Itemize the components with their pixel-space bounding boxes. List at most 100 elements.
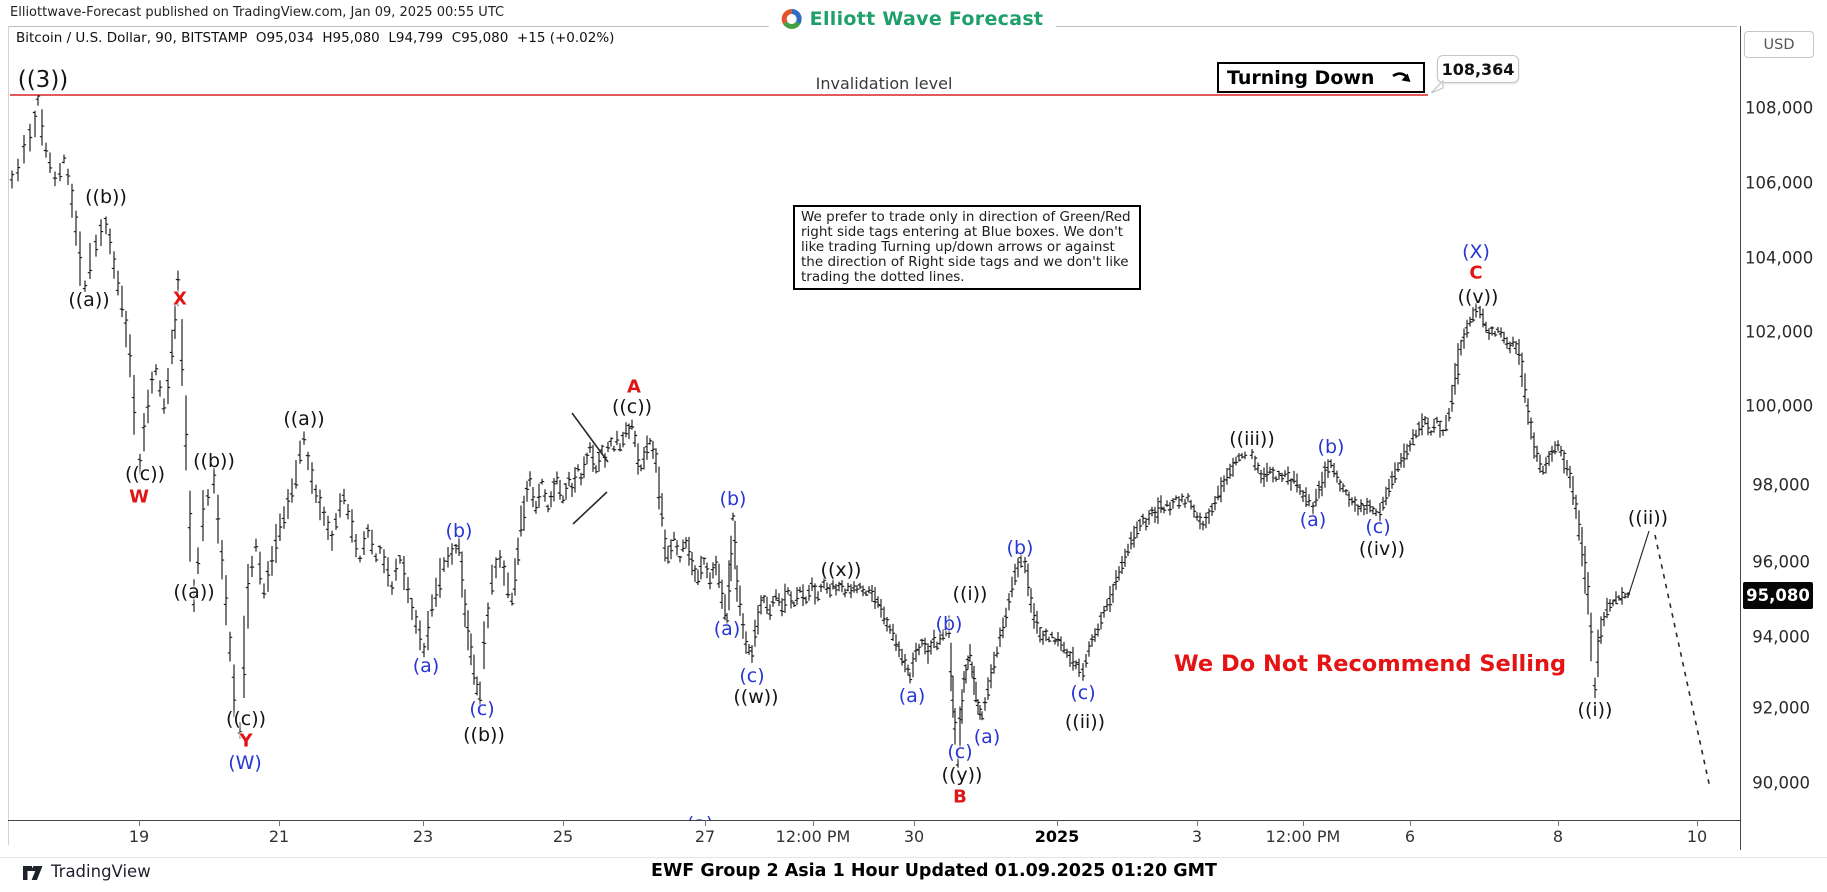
wave-label: ((a)) [173,581,215,603]
time-tick-label: 10 [1686,827,1708,846]
price-tick-label: 98,000 [1752,475,1810,495]
wave-label: (a) [713,618,741,640]
invalidation-level-line [10,94,1428,96]
time-tick-label: 2025 [1034,827,1080,846]
wave-label: ((b)) [463,724,505,746]
tradingview-brand[interactable]: TradingView [22,862,151,881]
turning-down-label: Turning Down [1227,66,1375,89]
time-tick-label: 23 [412,827,434,846]
brand-logo-icon [781,8,803,30]
wave-label: ((v)) [1457,286,1499,308]
footer-title: EWF Group 2 Asia 1 Hour Updated 01.09.20… [651,861,1217,881]
price-tick-label: 104,000 [1745,248,1814,268]
wave-label: (a) [973,726,1001,748]
wave-label: ((c)) [225,708,267,730]
ohlc-bars [9,95,1631,768]
price-tick-label: 106,000 [1745,173,1814,193]
wave-label: (a) [898,685,926,707]
tradingview-label: TradingView [51,862,151,881]
wave-label: (c) [469,698,495,720]
time-tick-label: 12:00 PM [775,827,851,846]
turning-down-box: Turning Down [1217,62,1425,93]
brand-title: Elliott Wave Forecast [809,8,1044,30]
wave-label: ((ii)) [1627,507,1669,529]
time-tick [705,820,706,826]
time-tick [1197,820,1198,826]
price-tick-label: 108,000 [1745,98,1814,118]
wave-label: (c) [739,665,765,687]
wave-label: ((w)) [733,686,779,708]
price-bars-chart [9,95,1711,789]
time-tick [563,820,564,826]
time-tick [813,820,814,826]
attribution-text: Elliottwave-Forecast published on Tradin… [10,5,505,20]
wave-label: (a) [1299,509,1327,531]
time-tick-label: 21 [268,827,290,846]
time-tick [279,820,280,826]
wave-label: (a) [412,655,440,677]
current-price-badge: 95,080 [1743,582,1813,609]
price-callout-value: 108,364 [1441,59,1515,79]
time-tick-label: 27 [694,827,716,846]
wave-label: ((x)) [820,559,862,581]
note-box: We prefer to trade only in direction of … [793,205,1141,290]
wave-label: C [1469,262,1483,284]
wave-label: (a) [687,813,713,820]
wave-label: B [953,786,967,808]
recommendation-text: We Do Not Recommend Selling [1173,651,1567,677]
wave-label: ((c)) [124,463,166,485]
price-tick-label: 90,000 [1752,773,1810,793]
price-axis-separator [1740,26,1741,850]
time-tick-label: 25 [552,827,574,846]
price-tick-label: 96,000 [1752,552,1810,572]
wave-label: ((c)) [611,396,653,418]
time-axis-separator [8,820,1740,821]
wave-label: ((b)) [193,450,235,472]
time-tick [139,820,140,826]
time-tick-label: 12:00 PM [1265,827,1341,846]
wave-label: ((a)) [68,289,110,311]
wave-label: (b) [1317,436,1345,458]
time-tick-label: 8 [1552,827,1564,846]
time-tick-label: 3 [1191,827,1203,846]
chart-plot: Invalidation level ((3)) ((b)) ((a)) X ((c))… [9,55,1711,820]
wave-label: (X) [1462,241,1490,263]
wave-label: W [129,486,149,508]
time-tick-label: 19 [128,827,150,846]
time-tick [1697,820,1698,826]
wave-label: (b) [1006,537,1034,559]
wave-label: (c) [1070,682,1096,704]
projection-line-dashed [1654,534,1711,789]
wave-label: (c) [947,741,973,763]
footer-divider [0,857,1827,858]
wave-label: (b) [935,613,963,635]
wave-label: Y [239,730,253,752]
price-tick-label: 100,000 [1745,396,1814,416]
symbol-info: Bitcoin / U.S. Dollar, 90, BITSTAMP O95,… [16,30,615,46]
time-tick [423,820,424,826]
wave-label: ((i)) [1577,699,1613,721]
wave-label: (b) [445,520,473,542]
wave-label: A [627,376,641,398]
price-tick-label: 92,000 [1752,698,1810,718]
price-tick-label: 102,000 [1745,322,1814,342]
price-tick-label: 94,000 [1752,627,1810,647]
wave-label: ((b)) [85,186,127,208]
wave-label: X [173,288,187,310]
projection-line-solid [1627,530,1650,598]
price-callout: 108,364 [1431,55,1519,93]
time-tick [1558,820,1559,826]
time-tick-label: 6 [1404,827,1416,846]
trendline [571,412,609,463]
time-tick [1303,820,1304,826]
turning-down-arrow-icon [1391,69,1415,86]
wave-label: (c) [1365,516,1391,538]
wave-label: ((ii)) [1064,711,1106,733]
invalidation-level-label: Invalidation level [815,74,953,93]
trendline [572,491,608,525]
time-tick-label: 30 [903,827,925,846]
time-tick [1410,820,1411,826]
time-tick [914,820,915,826]
usd-button[interactable]: USD [1744,31,1814,58]
